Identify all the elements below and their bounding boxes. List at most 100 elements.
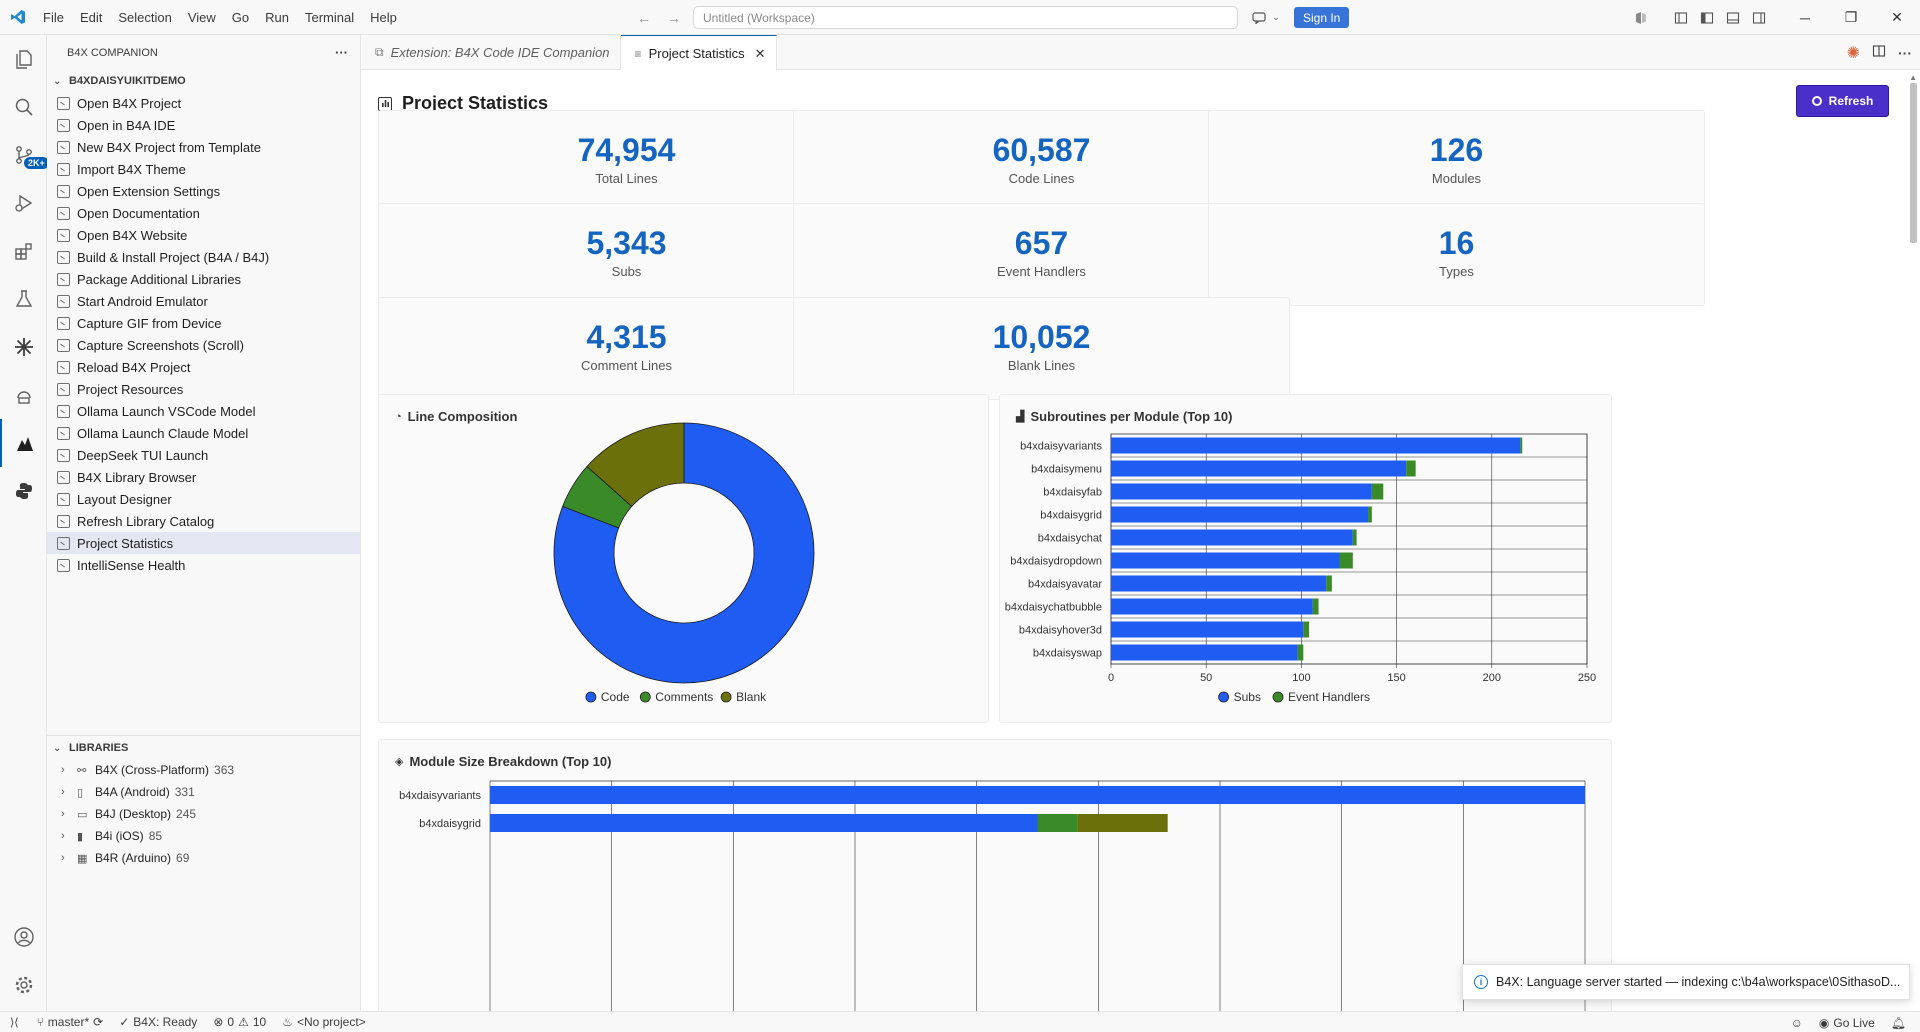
bar-subs[interactable] <box>1111 529 1353 546</box>
notification-toast[interactable]: i B4X: Language server started — indexin… <box>1462 964 1910 1000</box>
bar-event-handlers[interactable] <box>1312 598 1319 615</box>
run-debug-icon[interactable] <box>0 179 47 227</box>
accounts-icon[interactable] <box>0 913 47 961</box>
menu-terminal[interactable]: Terminal <box>305 9 355 25</box>
toggle-secondary-sidebar-icon[interactable] <box>1746 0 1772 35</box>
copilot-chat-icon[interactable]: ⌄ <box>1246 7 1286 29</box>
command-item[interactable]: Import B4X Theme <box>47 158 360 180</box>
source-control-icon[interactable]: 2K+ <box>0 131 49 179</box>
bar-event-handlers[interactable] <box>1352 529 1357 546</box>
minimize-button[interactable]: ─ <box>1800 9 1810 26</box>
copilot-icon[interactable] <box>1628 0 1654 35</box>
pie-slice[interactable] <box>586 422 685 507</box>
bar-comments[interactable] <box>1037 814 1078 832</box>
command-item[interactable]: IntelliSense Health <box>47 554 360 576</box>
command-item[interactable]: Open B4X Project <box>47 92 360 114</box>
bar-event-handlers[interactable] <box>1368 506 1372 523</box>
command-item[interactable]: B4X Library Browser <box>47 466 360 488</box>
bar-blank[interactable] <box>1077 814 1168 832</box>
command-item[interactable]: Open in B4A IDE <box>47 114 360 136</box>
workspace-section-header[interactable]: ⌄ B4XDAISYUIKITDEMO <box>47 70 360 92</box>
command-item[interactable]: Capture GIF from Device <box>47 312 360 334</box>
menu-view[interactable]: View <box>187 9 216 25</box>
split-editor-icon[interactable] <box>1872 44 1886 61</box>
command-item[interactable]: Reload B4X Project <box>47 356 360 378</box>
bar-code[interactable] <box>490 814 1038 832</box>
close-icon[interactable]: ✕ <box>754 45 766 61</box>
python-icon[interactable] <box>0 467 47 515</box>
refresh-button[interactable]: Refresh <box>1796 85 1889 117</box>
testing-flask-icon[interactable] <box>0 275 47 323</box>
remote-indicator[interactable]: ⟩⟨ <box>0 1012 29 1032</box>
command-item[interactable]: Build & Install Project (B4A / B4J) <box>47 246 360 268</box>
problems-status[interactable]: ⊗ 0 ⚠ 10 <box>213 1015 267 1029</box>
restore-button[interactable]: ❐ <box>1844 9 1858 25</box>
bar-event-handlers[interactable] <box>1326 575 1332 592</box>
bar-event-handlers[interactable] <box>1520 437 1523 454</box>
tab-extension-b4x[interactable]: ⧉ Extension: B4X Code IDE Companion <box>361 35 621 70</box>
toggle-panel-icon[interactable] <box>1720 0 1746 35</box>
more-actions-icon[interactable]: ··· <box>1898 44 1912 61</box>
bar-event-handlers[interactable] <box>1297 644 1304 661</box>
scroll-up-arrow-icon[interactable]: ▲ <box>1909 73 1917 82</box>
bar-code[interactable] <box>490 786 1585 804</box>
menu-help[interactable]: Help <box>370 9 397 25</box>
search-icon[interactable] <box>0 83 47 131</box>
library-item[interactable]: › ▦ B4R (Arduino) 69 <box>47 847 361 869</box>
library-item[interactable]: › ▭ B4J (Desktop) 245 <box>47 803 361 825</box>
command-item[interactable]: Layout Designer <box>47 488 360 510</box>
claude-icon[interactable]: ✺ <box>1846 44 1860 62</box>
library-item[interactable]: › ⚯ B4X (Cross-Platform) 363 <box>47 759 361 781</box>
command-center-search[interactable]: Untitled (Workspace) <box>693 6 1238 29</box>
b4x-companion-icon[interactable] <box>0 419 47 467</box>
customize-layout-icon[interactable] <box>1668 0 1694 35</box>
command-item[interactable]: Start Android Emulator <box>47 290 360 312</box>
command-item[interactable]: Refresh Library Catalog <box>47 510 360 532</box>
bar-subs[interactable] <box>1111 460 1407 477</box>
go-live-button[interactable]: ◉ Go Live <box>1818 1015 1875 1030</box>
bar-subs[interactable] <box>1111 506 1369 523</box>
asterisk-extension-icon[interactable] <box>0 323 47 371</box>
bar-subs[interactable] <box>1111 575 1327 592</box>
project-status[interactable]: ♨ <No project> <box>282 1015 366 1029</box>
command-item[interactable]: Package Additional Libraries <box>47 268 360 290</box>
command-item[interactable]: Ollama Launch VSCode Model <box>47 400 360 422</box>
libraries-section-header[interactable]: ⌄ LIBRARIES <box>47 737 361 759</box>
bar-event-handlers[interactable] <box>1303 621 1310 638</box>
command-item[interactable]: Open Documentation <box>47 202 360 224</box>
back-arrow-icon[interactable]: ← <box>637 9 651 26</box>
close-window-button[interactable]: ✕ <box>1891 9 1903 25</box>
extensions-icon[interactable] <box>0 227 47 275</box>
menu-go[interactable]: Go <box>231 9 250 25</box>
command-item[interactable]: Open B4X Website <box>47 224 360 246</box>
bar-subs[interactable] <box>1111 644 1298 661</box>
command-item[interactable]: DeepSeek TUI Launch <box>47 444 360 466</box>
forward-arrow-icon[interactable]: → <box>667 9 681 26</box>
b4x-status[interactable]: ✓ B4X: Ready <box>119 1015 198 1029</box>
command-item[interactable]: Ollama Launch Claude Model <box>47 422 360 444</box>
menu-file[interactable]: File <box>43 9 64 25</box>
branch-status[interactable]: ⑂ master* ⟳ <box>36 1015 104 1029</box>
command-item[interactable]: New B4X Project from Template <box>47 136 360 158</box>
settings-gear-icon[interactable] <box>0 961 47 1009</box>
sign-in-button[interactable]: Sign In <box>1294 7 1350 28</box>
bar-subs[interactable] <box>1111 621 1304 638</box>
more-actions-icon[interactable]: ··· <box>335 45 348 60</box>
command-item[interactable]: Open Extension Settings <box>47 180 360 202</box>
bar-event-handlers[interactable] <box>1406 460 1416 477</box>
menu-selection[interactable]: Selection <box>118 9 172 25</box>
pie-slice[interactable] <box>553 422 815 684</box>
bar-event-handlers[interactable] <box>1339 552 1353 569</box>
command-item[interactable]: Project Resources <box>47 378 360 400</box>
bar-subs[interactable] <box>1111 437 1521 454</box>
command-item[interactable]: Project Statistics <box>47 532 360 554</box>
remote-explorer-icon[interactable] <box>0 371 47 419</box>
bar-subs[interactable] <box>1111 483 1372 500</box>
tab-project-statistics[interactable]: ≡ Project Statistics ✕ <box>620 35 777 71</box>
scrollbar-thumb[interactable] <box>1910 83 1917 243</box>
menu-edit[interactable]: Edit <box>79 9 103 25</box>
bar-event-handlers[interactable] <box>1371 483 1384 500</box>
bar-subs[interactable] <box>1111 552 1340 569</box>
copilot-status-icon[interactable]: ☺ <box>1790 1015 1803 1030</box>
menu-run[interactable]: Run <box>265 9 289 25</box>
